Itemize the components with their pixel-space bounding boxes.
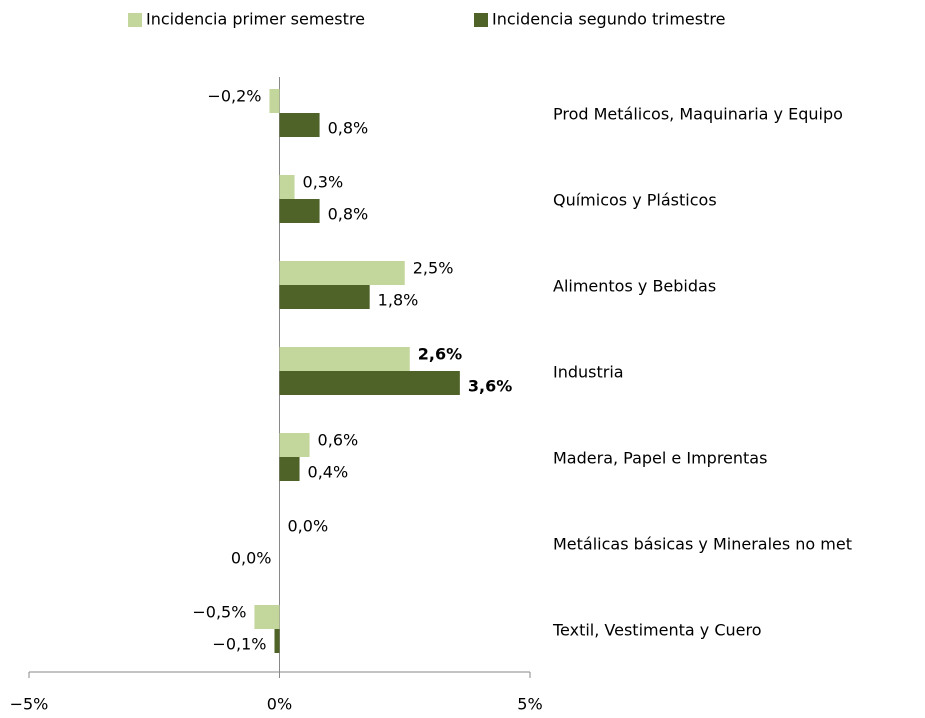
category-label: Industria [553, 363, 624, 382]
category-label: Textil, Vestimenta y Cuero [552, 621, 761, 640]
category-label: Prod Metálicos, Maquinaria y Equipo [553, 105, 843, 124]
value-label: 0,0% [231, 549, 272, 568]
bar [274, 629, 280, 653]
legend-swatch [128, 13, 142, 27]
legend-label: Incidencia primer semestre [146, 10, 365, 29]
legend-swatch [474, 13, 488, 27]
value-label: 0,6% [318, 431, 359, 450]
bar [279, 347, 410, 371]
value-label: 1,8% [378, 291, 419, 310]
bar [279, 261, 405, 285]
bar [279, 113, 320, 137]
x-tick-label: −5% [10, 695, 49, 714]
x-tick-label: 5% [517, 695, 542, 714]
bar [279, 199, 320, 223]
value-label: 0,0% [288, 517, 329, 536]
category-label: Madera, Papel e Imprentas [553, 449, 767, 468]
value-label: 0,8% [328, 205, 369, 224]
bar [279, 285, 370, 309]
bar [269, 89, 280, 113]
value-label: −0,1% [212, 635, 266, 654]
value-label: −0,2% [207, 87, 261, 106]
bar [279, 457, 300, 481]
value-label: 2,5% [413, 259, 454, 278]
value-label: 0,4% [308, 463, 349, 482]
category-label: Metálicas básicas y Minerales no met [553, 535, 852, 554]
bar [279, 371, 460, 395]
value-label: 0,8% [328, 119, 369, 138]
value-label: 2,6% [418, 345, 462, 364]
bar [279, 433, 310, 457]
category-label: Químicos y Plásticos [553, 191, 717, 210]
category-label: Alimentos y Bebidas [553, 277, 716, 296]
x-tick-label: 0% [267, 695, 292, 714]
value-label: 3,6% [468, 377, 512, 396]
bar [279, 175, 295, 199]
value-label: 0,3% [303, 173, 344, 192]
bar [254, 605, 280, 629]
legend-label: Incidencia segundo trimestre [492, 10, 725, 29]
value-label: −0,5% [192, 603, 246, 622]
